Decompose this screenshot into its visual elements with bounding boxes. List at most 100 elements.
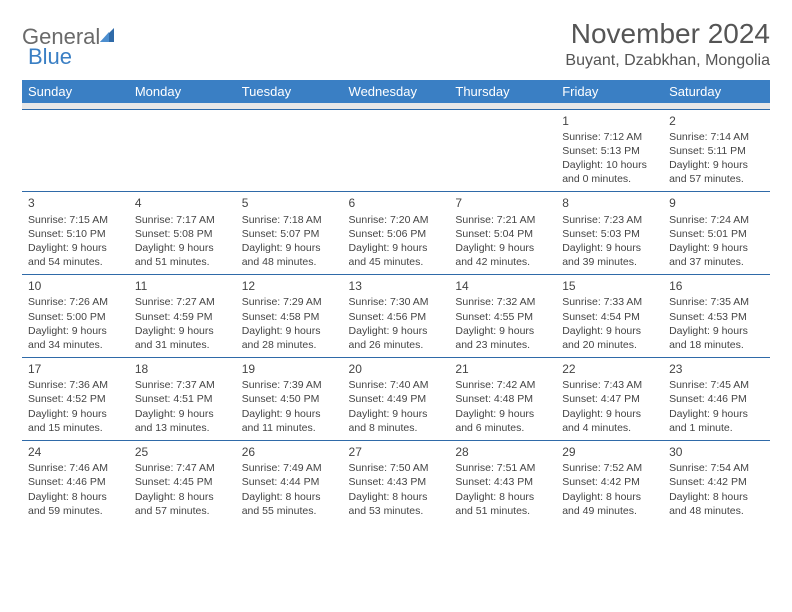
weekday-header: Friday — [556, 80, 663, 103]
daylight-text: and 23 minutes. — [455, 338, 550, 352]
sunset-text: Sunset: 5:08 PM — [135, 227, 230, 241]
daylight-text: and 31 minutes. — [135, 338, 230, 352]
day-number: 2 — [669, 113, 764, 129]
sunset-text: Sunset: 5:10 PM — [28, 227, 123, 241]
daylight-text: Daylight: 8 hours — [135, 490, 230, 504]
sunset-text: Sunset: 4:45 PM — [135, 475, 230, 489]
daylight-text: Daylight: 8 hours — [562, 490, 657, 504]
sunset-text: Sunset: 4:43 PM — [455, 475, 550, 489]
sunrise-text: Sunrise: 7:39 AM — [242, 378, 337, 392]
daylight-text: and 13 minutes. — [135, 421, 230, 435]
calendar-header: SundayMondayTuesdayWednesdayThursdayFrid… — [22, 80, 770, 109]
daylight-text: Daylight: 9 hours — [242, 324, 337, 338]
calendar-day-cell: 23Sunrise: 7:45 AMSunset: 4:46 PMDayligh… — [663, 358, 770, 441]
daylight-text: and 28 minutes. — [242, 338, 337, 352]
daylight-text: Daylight: 9 hours — [669, 324, 764, 338]
calendar-day-cell: 24Sunrise: 7:46 AMSunset: 4:46 PMDayligh… — [22, 441, 129, 523]
day-number: 18 — [135, 361, 230, 377]
sunset-text: Sunset: 4:55 PM — [455, 310, 550, 324]
sunset-text: Sunset: 4:43 PM — [349, 475, 444, 489]
day-number: 15 — [562, 278, 657, 294]
calendar-day-cell: 17Sunrise: 7:36 AMSunset: 4:52 PMDayligh… — [22, 358, 129, 441]
daylight-text: Daylight: 9 hours — [669, 241, 764, 255]
calendar-day-cell: 8Sunrise: 7:23 AMSunset: 5:03 PMDaylight… — [556, 192, 663, 275]
calendar-day-cell: 11Sunrise: 7:27 AMSunset: 4:59 PMDayligh… — [129, 275, 236, 358]
sunset-text: Sunset: 4:51 PM — [135, 392, 230, 406]
daylight-text: and 51 minutes. — [135, 255, 230, 269]
sunrise-text: Sunrise: 7:54 AM — [669, 461, 764, 475]
day-number: 25 — [135, 444, 230, 460]
daylight-text: and 42 minutes. — [455, 255, 550, 269]
sunset-text: Sunset: 5:04 PM — [455, 227, 550, 241]
daylight-text: and 39 minutes. — [562, 255, 657, 269]
sunset-text: Sunset: 4:48 PM — [455, 392, 550, 406]
calendar-day-cell: 5Sunrise: 7:18 AMSunset: 5:07 PMDaylight… — [236, 192, 343, 275]
day-number: 24 — [28, 444, 123, 460]
sunrise-text: Sunrise: 7:29 AM — [242, 295, 337, 309]
calendar-day-cell: 15Sunrise: 7:33 AMSunset: 4:54 PMDayligh… — [556, 275, 663, 358]
daylight-text: and 55 minutes. — [242, 504, 337, 518]
calendar-week-row: 1Sunrise: 7:12 AMSunset: 5:13 PMDaylight… — [22, 109, 770, 192]
calendar-day-cell: 7Sunrise: 7:21 AMSunset: 5:04 PMDaylight… — [449, 192, 556, 275]
daylight-text: and 48 minutes. — [242, 255, 337, 269]
daylight-text: and 51 minutes. — [455, 504, 550, 518]
header: General November 2024 Buyant, Dzabkhan, … — [22, 18, 770, 70]
daylight-text: Daylight: 8 hours — [349, 490, 444, 504]
daylight-text: and 6 minutes. — [455, 421, 550, 435]
calendar-day-cell: 13Sunrise: 7:30 AMSunset: 4:56 PMDayligh… — [343, 275, 450, 358]
calendar-empty-cell — [236, 109, 343, 192]
sunrise-text: Sunrise: 7:45 AM — [669, 378, 764, 392]
calendar-day-cell: 14Sunrise: 7:32 AMSunset: 4:55 PMDayligh… — [449, 275, 556, 358]
daylight-text: Daylight: 9 hours — [349, 407, 444, 421]
sunset-text: Sunset: 4:54 PM — [562, 310, 657, 324]
calendar-day-cell: 16Sunrise: 7:35 AMSunset: 4:53 PMDayligh… — [663, 275, 770, 358]
calendar-day-cell: 27Sunrise: 7:50 AMSunset: 4:43 PMDayligh… — [343, 441, 450, 523]
calendar-day-cell: 29Sunrise: 7:52 AMSunset: 4:42 PMDayligh… — [556, 441, 663, 523]
day-number: 11 — [135, 278, 230, 294]
calendar-day-cell: 2Sunrise: 7:14 AMSunset: 5:11 PMDaylight… — [663, 109, 770, 192]
daylight-text: Daylight: 9 hours — [455, 241, 550, 255]
daylight-text: Daylight: 9 hours — [135, 241, 230, 255]
day-number: 9 — [669, 195, 764, 211]
day-number: 14 — [455, 278, 550, 294]
daylight-text: Daylight: 9 hours — [28, 324, 123, 338]
daylight-text: Daylight: 8 hours — [242, 490, 337, 504]
sunset-text: Sunset: 5:13 PM — [562, 144, 657, 158]
daylight-text: and 45 minutes. — [349, 255, 444, 269]
daylight-text: Daylight: 9 hours — [562, 407, 657, 421]
weekday-header: Sunday — [22, 80, 129, 103]
sunrise-text: Sunrise: 7:40 AM — [349, 378, 444, 392]
sunset-text: Sunset: 4:50 PM — [242, 392, 337, 406]
sunset-text: Sunset: 4:46 PM — [669, 392, 764, 406]
sunset-text: Sunset: 4:53 PM — [669, 310, 764, 324]
weekday-header: Thursday — [449, 80, 556, 103]
weekday-header: Monday — [129, 80, 236, 103]
daylight-text: Daylight: 9 hours — [562, 241, 657, 255]
calendar-empty-cell — [129, 109, 236, 192]
logo-sail-icon — [100, 28, 118, 44]
calendar-day-cell: 20Sunrise: 7:40 AMSunset: 4:49 PMDayligh… — [343, 358, 450, 441]
calendar-day-cell: 26Sunrise: 7:49 AMSunset: 4:44 PMDayligh… — [236, 441, 343, 523]
day-number: 1 — [562, 113, 657, 129]
sunrise-text: Sunrise: 7:15 AM — [28, 213, 123, 227]
daylight-text: Daylight: 9 hours — [349, 324, 444, 338]
calendar-day-cell: 6Sunrise: 7:20 AMSunset: 5:06 PMDaylight… — [343, 192, 450, 275]
daylight-text: Daylight: 9 hours — [455, 324, 550, 338]
sunrise-text: Sunrise: 7:36 AM — [28, 378, 123, 392]
day-number: 5 — [242, 195, 337, 211]
daylight-text: Daylight: 9 hours — [28, 407, 123, 421]
calendar-day-cell: 4Sunrise: 7:17 AMSunset: 5:08 PMDaylight… — [129, 192, 236, 275]
day-number: 3 — [28, 195, 123, 211]
daylight-text: Daylight: 9 hours — [562, 324, 657, 338]
location-label: Buyant, Dzabkhan, Mongolia — [565, 52, 770, 70]
sunrise-text: Sunrise: 7:42 AM — [455, 378, 550, 392]
daylight-text: and 57 minutes. — [135, 504, 230, 518]
daylight-text: Daylight: 9 hours — [669, 407, 764, 421]
sunset-text: Sunset: 5:07 PM — [242, 227, 337, 241]
daylight-text: and 26 minutes. — [349, 338, 444, 352]
sunrise-text: Sunrise: 7:37 AM — [135, 378, 230, 392]
calendar-body: 1Sunrise: 7:12 AMSunset: 5:13 PMDaylight… — [22, 109, 770, 523]
daylight-text: Daylight: 10 hours — [562, 158, 657, 172]
sunset-text: Sunset: 4:49 PM — [349, 392, 444, 406]
weekday-header: Saturday — [663, 80, 770, 103]
